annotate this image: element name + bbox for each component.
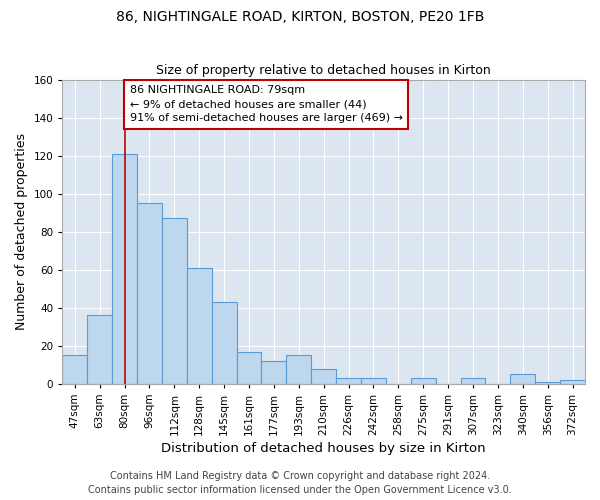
Text: Contains HM Land Registry data © Crown copyright and database right 2024.
Contai: Contains HM Land Registry data © Crown c… [88, 471, 512, 495]
Bar [162, 218, 187, 384]
Bar [311, 368, 336, 384]
Bar [461, 378, 485, 384]
Text: 86, NIGHTINGALE ROAD, KIRTON, BOSTON, PE20 1FB: 86, NIGHTINGALE ROAD, KIRTON, BOSTON, PE… [116, 10, 484, 24]
Bar [212, 302, 236, 384]
Bar [236, 352, 262, 384]
Bar [361, 378, 386, 384]
Bar [112, 154, 137, 384]
Bar [62, 356, 87, 384]
Bar [511, 374, 535, 384]
Text: 86 NIGHTINGALE ROAD: 79sqm
← 9% of detached houses are smaller (44)
91% of semi-: 86 NIGHTINGALE ROAD: 79sqm ← 9% of detac… [130, 86, 403, 124]
Bar [87, 316, 112, 384]
Title: Size of property relative to detached houses in Kirton: Size of property relative to detached ho… [156, 64, 491, 77]
Y-axis label: Number of detached properties: Number of detached properties [15, 133, 28, 330]
Bar [262, 361, 286, 384]
Bar [336, 378, 361, 384]
Bar [137, 203, 162, 384]
Bar [187, 268, 212, 384]
Bar [560, 380, 585, 384]
X-axis label: Distribution of detached houses by size in Kirton: Distribution of detached houses by size … [161, 442, 486, 455]
Bar [286, 356, 311, 384]
Bar [535, 382, 560, 384]
Bar [411, 378, 436, 384]
